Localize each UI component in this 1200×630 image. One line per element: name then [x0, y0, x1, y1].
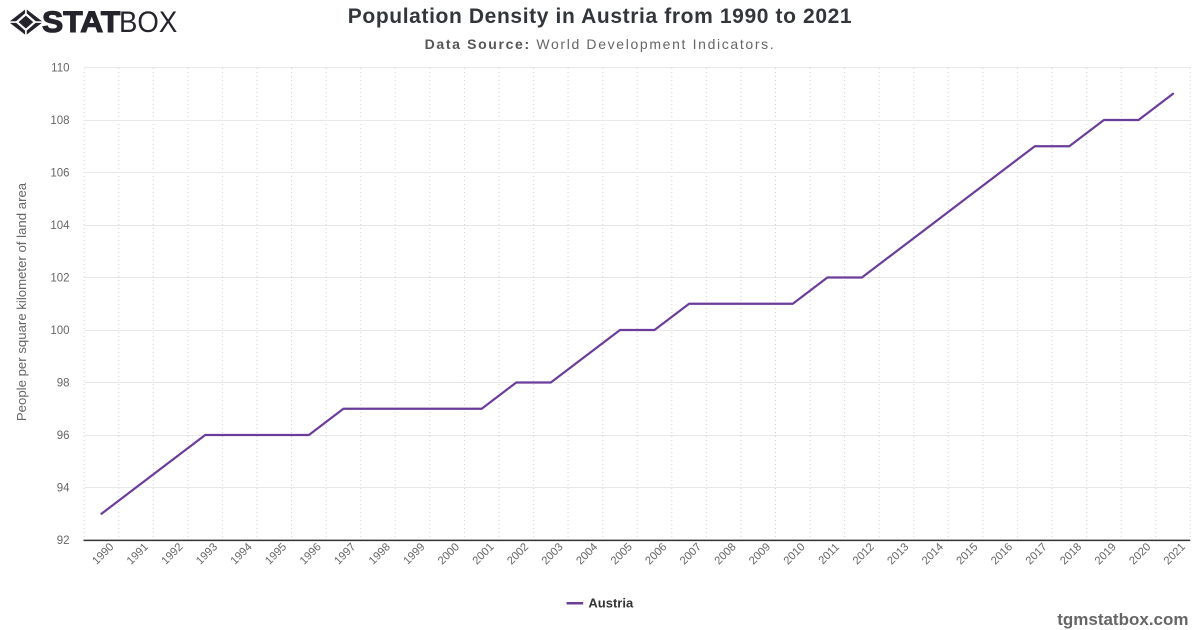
svg-text:2019: 2019 — [1093, 541, 1119, 567]
svg-text:2003: 2003 — [540, 541, 566, 567]
svg-text:2004: 2004 — [574, 541, 600, 567]
svg-text:2021: 2021 — [1162, 541, 1188, 567]
svg-text:1991: 1991 — [125, 541, 151, 567]
svg-text:2002: 2002 — [505, 541, 531, 567]
svg-text:1995: 1995 — [263, 541, 289, 567]
svg-text:2005: 2005 — [609, 541, 635, 567]
svg-text:2020: 2020 — [1127, 541, 1153, 567]
svg-text:1998: 1998 — [367, 541, 393, 567]
svg-text:96: 96 — [57, 430, 70, 442]
svg-text:104: 104 — [50, 220, 70, 232]
svg-text:110: 110 — [51, 63, 69, 75]
svg-text:2013: 2013 — [885, 541, 911, 567]
svg-text:108: 108 — [50, 115, 69, 127]
svg-text:2018: 2018 — [1058, 541, 1084, 567]
svg-text:92: 92 — [57, 535, 70, 547]
svg-text:2009: 2009 — [747, 541, 773, 567]
svg-text:100: 100 — [50, 325, 69, 337]
svg-text:1990: 1990 — [90, 541, 116, 567]
svg-text:1993: 1993 — [194, 541, 220, 567]
svg-text:Austria: Austria — [588, 596, 634, 611]
svg-text:1996: 1996 — [298, 541, 324, 567]
svg-text:2011: 2011 — [816, 541, 842, 567]
svg-text:102: 102 — [50, 273, 69, 285]
svg-text:2001: 2001 — [471, 541, 497, 567]
svg-text:2007: 2007 — [678, 541, 704, 567]
svg-text:2008: 2008 — [713, 541, 739, 567]
svg-text:98: 98 — [57, 378, 70, 390]
svg-text:1999: 1999 — [401, 541, 427, 567]
svg-text:2012: 2012 — [851, 541, 877, 567]
svg-text:2006: 2006 — [643, 541, 669, 567]
svg-text:2000: 2000 — [436, 541, 462, 567]
svg-text:2017: 2017 — [1024, 541, 1050, 567]
svg-text:People per square kilometer of: People per square kilometer of land area — [14, 182, 29, 421]
svg-text:2014: 2014 — [920, 541, 946, 567]
svg-text:1992: 1992 — [159, 541, 185, 567]
svg-text:1994: 1994 — [229, 541, 255, 567]
svg-text:94: 94 — [57, 483, 70, 495]
svg-text:2015: 2015 — [954, 541, 980, 567]
svg-text:106: 106 — [50, 168, 69, 180]
svg-text:2016: 2016 — [989, 541, 1015, 567]
svg-text:1997: 1997 — [332, 541, 358, 567]
svg-text:2010: 2010 — [782, 541, 808, 567]
